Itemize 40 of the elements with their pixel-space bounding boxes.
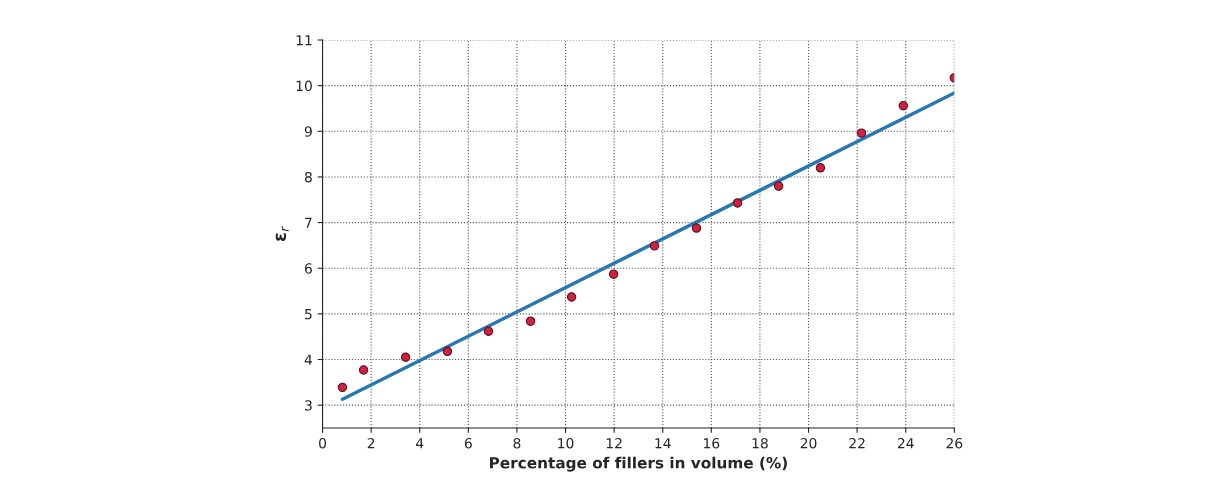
x-tick-label: 16 xyxy=(704,437,720,449)
y-tick-label: 5 xyxy=(305,309,312,320)
point xyxy=(773,181,784,191)
y-tick-label: 9 xyxy=(304,126,312,137)
y-tick-label: 3 xyxy=(305,400,312,411)
point xyxy=(566,292,577,302)
point xyxy=(483,326,494,336)
point xyxy=(608,269,619,279)
x-tick-label: 14 xyxy=(655,438,671,449)
point xyxy=(856,128,867,138)
point xyxy=(815,163,826,173)
x-axis-title: Percentage of fillers in volume (%) xyxy=(490,456,787,472)
point xyxy=(649,241,660,251)
point xyxy=(525,316,536,326)
x-tick-label: 0 xyxy=(319,437,327,449)
y-tick-label: 6 xyxy=(304,263,312,274)
x-tick-label: 8 xyxy=(513,437,521,449)
x-tick-label: 10 xyxy=(558,437,574,449)
x-tick-label: 18 xyxy=(752,437,768,449)
y-tick-label: 7 xyxy=(305,217,312,228)
point xyxy=(732,198,743,208)
y-tick-label: 10 xyxy=(296,80,312,92)
y-tick-label: 8 xyxy=(304,171,312,183)
x-tick-label: 22 xyxy=(849,437,865,449)
point xyxy=(898,101,909,111)
point xyxy=(400,352,411,362)
x-tick-label: 26 xyxy=(946,437,963,449)
point xyxy=(442,346,453,357)
x-tick-label: 24 xyxy=(897,437,914,449)
x-tick-label: 6 xyxy=(464,437,472,449)
x-tick-label: 4 xyxy=(415,438,424,449)
x-tick-label: 12 xyxy=(606,437,622,449)
point xyxy=(691,223,702,233)
x-tick-label: 20 xyxy=(800,437,817,449)
y-tick-label: 11 xyxy=(296,35,312,46)
y-tick-label: 4 xyxy=(304,354,313,365)
x-tick-label: 2 xyxy=(367,437,375,449)
point xyxy=(337,382,348,393)
point xyxy=(358,365,369,375)
y-axis-title: ε$_{r}$ xyxy=(275,225,289,242)
